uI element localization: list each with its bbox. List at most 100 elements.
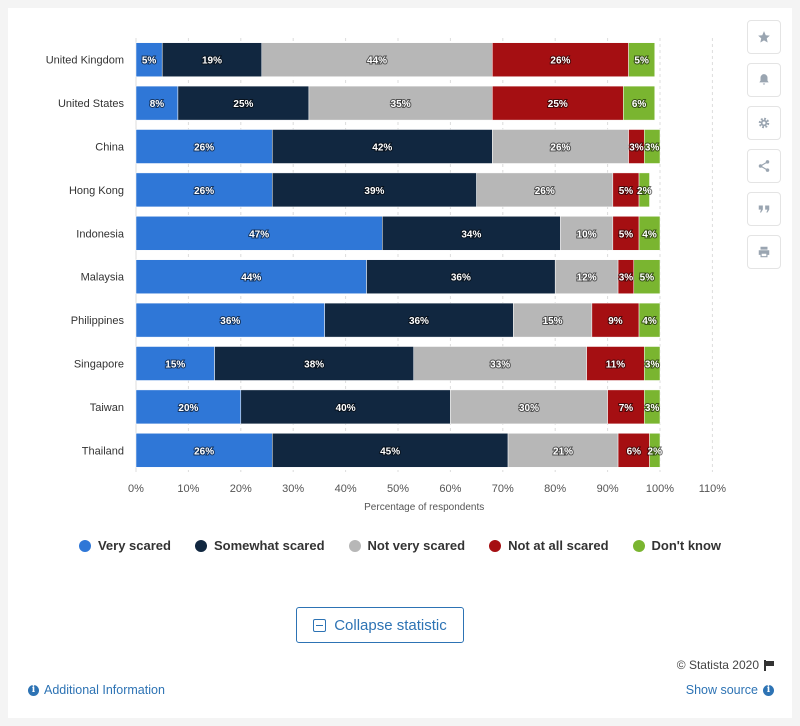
data-label: 36% <box>451 273 471 284</box>
data-label: 19% <box>202 56 222 67</box>
bar-segment <box>261 42 493 77</box>
bar-segment <box>240 389 451 425</box>
data-label: 6% <box>627 446 642 457</box>
bar-segment <box>476 172 614 208</box>
data-label: 3% <box>645 143 660 154</box>
bar-segment <box>638 302 661 338</box>
bar-segment <box>554 259 619 294</box>
data-label: 26% <box>550 143 570 154</box>
category-label: Indonesia <box>76 228 125 240</box>
bar-segment <box>366 259 556 294</box>
data-label: 6% <box>632 99 647 110</box>
collapse-icon <box>313 618 327 632</box>
bar-segment <box>649 433 661 468</box>
data-label: 34% <box>461 229 481 240</box>
legend-label: Not very scared <box>367 538 466 553</box>
credit-text: © Statista 2020 <box>676 658 759 672</box>
show-source-label: Show source <box>685 683 758 697</box>
data-label: 3% <box>629 143 644 154</box>
legend-item[interactable]: Not very scared <box>348 538 466 553</box>
data-label: 5% <box>619 229 634 240</box>
data-label: 5% <box>142 56 157 67</box>
x-tick-label: 90% <box>597 483 619 495</box>
quote-icon[interactable] <box>747 192 781 226</box>
bar-segment <box>617 433 650 468</box>
gear-icon[interactable] <box>747 106 781 140</box>
flag-icon[interactable] <box>764 659 774 671</box>
data-label: 44% <box>367 56 387 67</box>
statista-credit: © Statista 2020 <box>677 658 774 672</box>
data-label: 26% <box>194 446 214 457</box>
chart-legend: Very scared Somewhat scared Not very scare… <box>0 538 800 553</box>
bar-segment <box>612 216 640 251</box>
data-label: 3% <box>645 360 660 371</box>
data-label: 8% <box>150 99 165 110</box>
print-icon[interactable] <box>747 235 781 269</box>
legend-item[interactable]: Not at all scared <box>489 538 609 553</box>
bar-segment <box>607 389 645 425</box>
data-label: 36% <box>220 316 240 327</box>
share-icon[interactable] <box>747 149 781 183</box>
x-tick-label: 0% <box>128 483 144 495</box>
collapse-label: Collapse statistic <box>334 616 447 634</box>
bar-segment <box>638 216 661 251</box>
bar-segment <box>586 346 645 381</box>
bar-segment <box>308 85 493 121</box>
data-label: 35% <box>391 99 411 110</box>
bar-segment <box>135 433 273 468</box>
x-tick-label: 10% <box>177 483 199 495</box>
data-label: 20% <box>178 403 198 414</box>
x-axis-title: Percentage of respondents <box>364 502 484 513</box>
show-source-link[interactable]: Show source i <box>686 683 774 697</box>
additional-information-link[interactable]: i Additional Information <box>28 683 165 697</box>
category-label: China <box>95 142 125 154</box>
bar-segment <box>633 259 661 294</box>
bar-segment <box>513 302 593 338</box>
data-label: 26% <box>535 186 555 197</box>
legend-label: Don't know <box>651 538 722 553</box>
data-label: 30% <box>519 403 539 414</box>
data-label: 2% <box>637 186 652 197</box>
star-icon[interactable] <box>747 20 781 54</box>
bar-segment <box>450 389 608 425</box>
bar-segment <box>628 42 656 77</box>
data-label: 38% <box>304 360 324 371</box>
legend-item[interactable]: Somewhat scared <box>194 538 325 553</box>
category-label: Philippines <box>71 315 125 327</box>
legend-marker <box>194 539 207 552</box>
collapse-statistic-button[interactable]: Collapse statistic <box>296 607 464 643</box>
legend-label: Not at all scared <box>508 538 609 553</box>
legend-item[interactable]: Very scared <box>78 538 171 553</box>
data-label: 21% <box>553 446 573 457</box>
legend-marker <box>348 539 361 552</box>
x-tick-label: 110% <box>699 483 727 495</box>
bar-segment <box>612 172 640 208</box>
x-tick-label: 30% <box>282 483 304 495</box>
x-tick-label: 50% <box>387 483 409 495</box>
legend-marker <box>489 539 502 552</box>
data-label: 4% <box>642 229 657 240</box>
bar-segment <box>382 216 561 251</box>
x-tick-label: 70% <box>492 483 514 495</box>
data-label: 7% <box>619 403 634 414</box>
bar-segment <box>638 172 650 208</box>
data-label: 42% <box>372 143 392 154</box>
data-label: 5% <box>634 56 649 67</box>
data-label: 5% <box>619 186 634 197</box>
category-label: United Kingdom <box>46 55 124 67</box>
data-label: 10% <box>577 229 597 240</box>
category-label: Taiwan <box>90 402 124 414</box>
bell-icon[interactable] <box>747 63 781 97</box>
bar-segment <box>271 433 509 468</box>
info-icon: i <box>763 684 774 696</box>
x-tick-label: 40% <box>335 483 357 495</box>
legend-item[interactable]: Don't know <box>632 538 722 553</box>
data-label: 33% <box>490 360 510 371</box>
legend-label: Somewhat scared <box>213 538 325 553</box>
bar-segment <box>492 129 629 164</box>
bar-segment <box>214 346 414 381</box>
x-tick-label: 20% <box>230 483 252 495</box>
data-label: 3% <box>619 273 634 284</box>
bar-segment <box>644 389 661 425</box>
bar-segment <box>135 389 242 425</box>
